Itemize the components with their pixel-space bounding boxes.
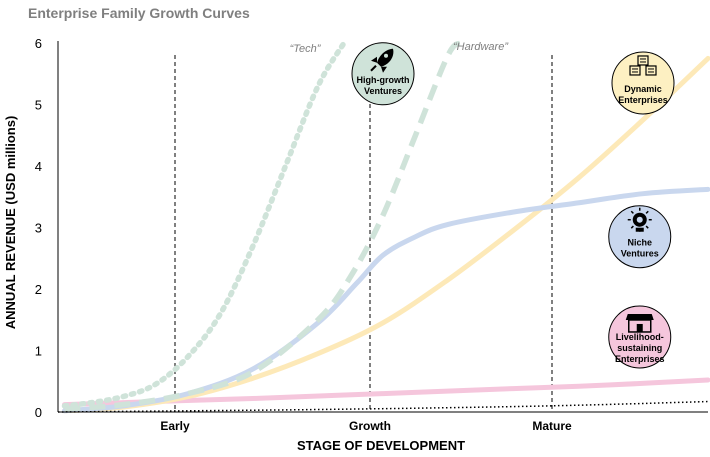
badge-label: Niche: [627, 238, 652, 248]
badge-circle: [608, 205, 672, 269]
y-tick-label: 6: [35, 36, 42, 51]
buildings-icon: [629, 55, 657, 76]
y-tick-label: 5: [35, 98, 42, 113]
series-line-high-growth-ventures-dotted: [61, 40, 347, 409]
badge-circle: [351, 42, 415, 106]
lightbulb-gear-icon: [627, 207, 652, 232]
y-tick-label: 3: [35, 221, 42, 236]
x-axis-label: STAGE OF DEVELOPMENT: [297, 438, 465, 453]
annotation-hardware: “Hardware”: [453, 41, 509, 53]
x-tick-label: Growth: [349, 419, 391, 433]
y-tick-label: 0: [35, 405, 42, 420]
badge-label: High-growth: [357, 75, 410, 85]
badge-label: Dynamic: [624, 84, 662, 94]
series-line-high-growth-ventures-dashed: [64, 40, 463, 412]
y-tick-label: 2: [35, 282, 42, 297]
badge-label: Enterprises: [618, 95, 668, 105]
x-tick-label: Mature: [532, 419, 572, 433]
chart-title: Enterprise Family Growth Curves: [28, 5, 250, 21]
badge-label: Enterprises: [615, 354, 665, 364]
series-line-baseline-fine-dotted: [57, 400, 709, 413]
annotation-tech: “Tech”: [290, 43, 322, 55]
badge-circle: [611, 51, 675, 115]
y-axis-label: ANNUAL REVENUE (USD millions): [3, 116, 18, 330]
series-line-niche-ventures-solid: [62, 186, 710, 414]
y-tick-label: 1: [35, 344, 42, 359]
storefront-icon: [625, 313, 654, 333]
rocket-icon: [370, 48, 394, 73]
badge-label: Livelihood-: [616, 332, 664, 342]
badge-label: Ventures: [364, 86, 402, 96]
y-tick-label: 4: [35, 159, 42, 174]
x-tick-label: Early: [160, 419, 190, 433]
badge-label: sustaining: [617, 343, 662, 353]
badge-circle: [608, 305, 672, 369]
badge-label: Ventures: [621, 249, 659, 259]
